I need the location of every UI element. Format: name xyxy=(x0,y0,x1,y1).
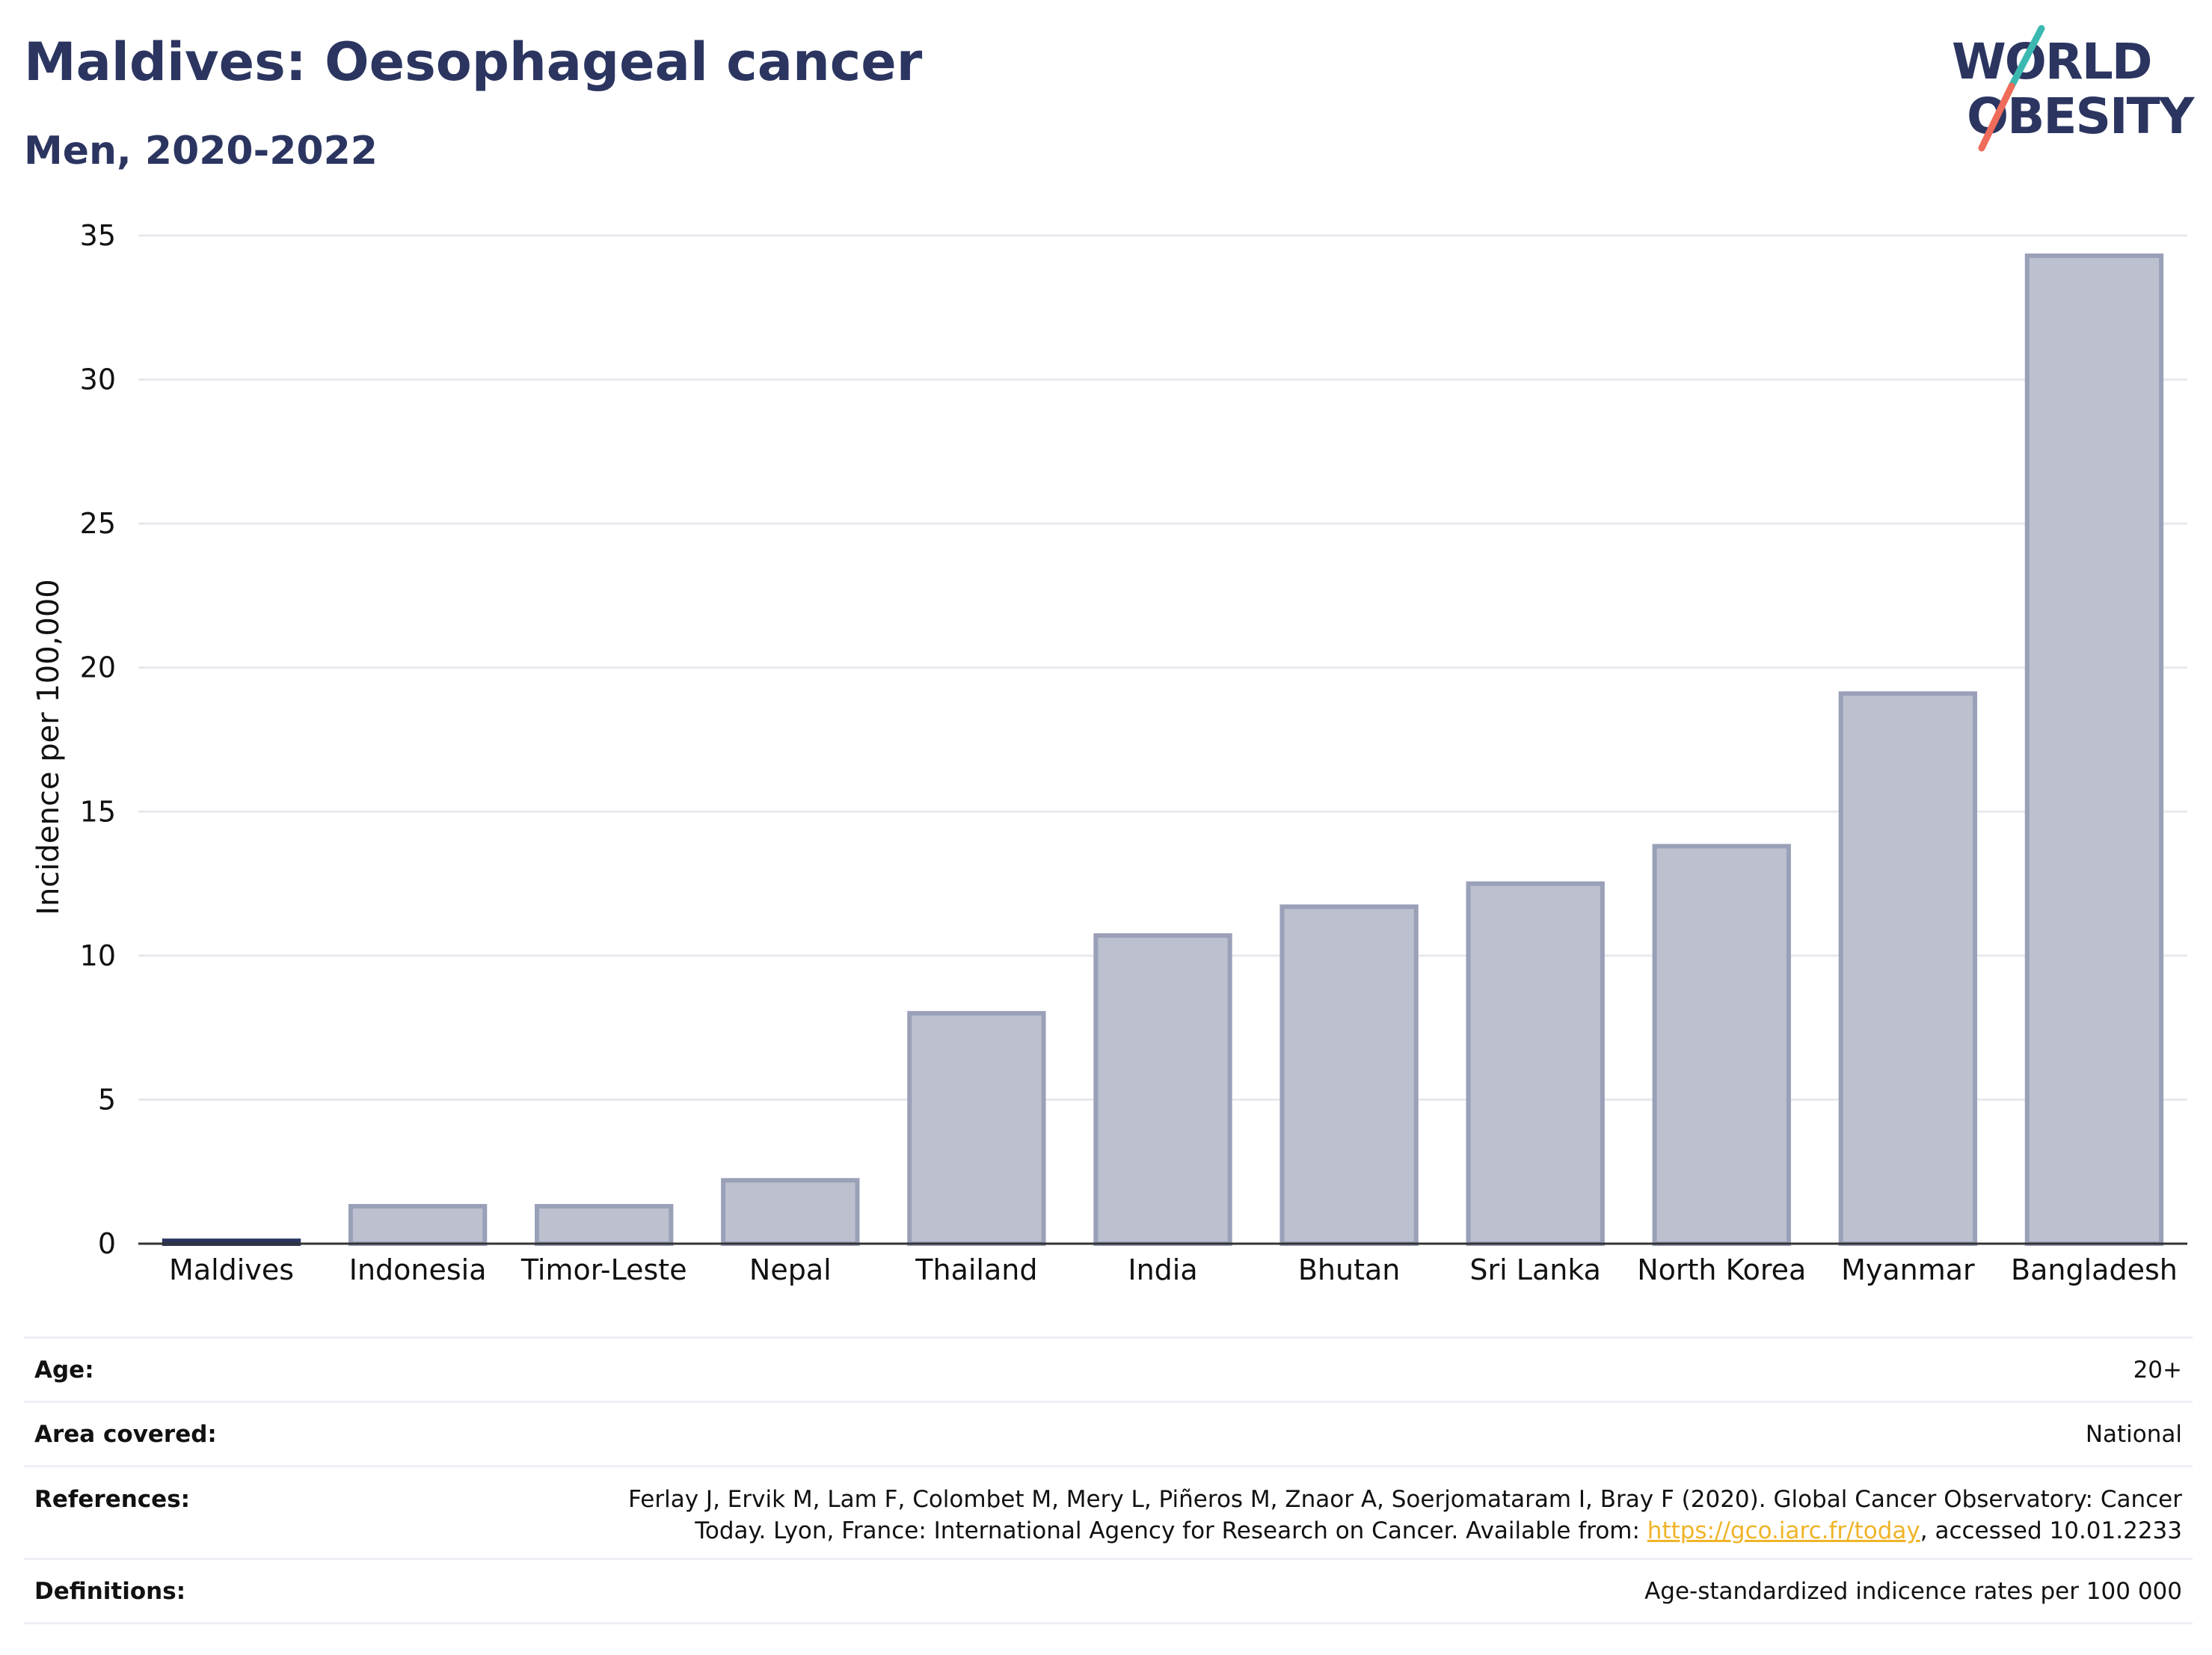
y-tick-label: 15 xyxy=(80,795,116,828)
x-tick-label: Timor-Leste xyxy=(520,1253,687,1286)
bar xyxy=(535,1203,674,1246)
definitions-value: Age-standardized indicence rates per 100… xyxy=(1644,1577,2182,1605)
x-tick-label: Myanmar xyxy=(1841,1253,1975,1286)
y-tick-label: 35 xyxy=(80,219,116,252)
bar xyxy=(1466,881,1605,1246)
x-tick-label: North Korea xyxy=(1637,1253,1806,1286)
bar xyxy=(721,1178,860,1246)
age-value: 20+ xyxy=(2133,1356,2182,1384)
logo-coral-slash xyxy=(1978,82,2015,152)
logo-line2: OBESITY xyxy=(1967,87,2196,145)
info-table: Age: 20+ Area covered: National Referenc… xyxy=(24,1336,2193,1624)
bar xyxy=(1652,844,1791,1246)
definitions-label: Definitions: xyxy=(34,1577,186,1605)
world-obesity-logo: WORLD OBESITY xyxy=(1952,25,2197,152)
y-axis-title: Incidence per 100,000 xyxy=(31,579,66,915)
chart-subtitle: Men, 2020-2022 xyxy=(24,129,378,174)
bar xyxy=(1279,904,1419,1247)
area-value: National xyxy=(2085,1420,2182,1448)
references-value: Ferlay J, Ervik M, Lam F, Colombet M, Me… xyxy=(604,1484,2182,1547)
bar xyxy=(1838,691,1978,1246)
x-tick-label: Maldives xyxy=(169,1253,294,1286)
x-tick-label: Bangladesh xyxy=(2011,1253,2178,1286)
bar xyxy=(2024,253,2164,1247)
x-tick-label: Sri Lanka xyxy=(1469,1253,1601,1286)
x-tick-label: Bhutan xyxy=(1298,1253,1401,1286)
x-tick-label: Thailand xyxy=(915,1253,1037,1286)
age-label: Age: xyxy=(34,1356,94,1384)
x-tick-label: India xyxy=(1128,1253,1197,1286)
info-row-references: References: Ferlay J, Ervik M, Lam F, Co… xyxy=(24,1465,2193,1558)
logo-line1: WORLD xyxy=(1952,33,2151,90)
info-row-age: Age: 20+ xyxy=(24,1336,2193,1401)
area-label: Area covered: xyxy=(34,1420,217,1448)
y-tick-label: 0 xyxy=(98,1227,116,1260)
info-row-definitions: Definitions: Age-standardized indicence … xyxy=(24,1558,2193,1624)
bar-chart: 0 5 10 15 20 25 30 35 Maldives Indonesia Timor-Les… xyxy=(31,219,2187,1286)
x-tick-label: Indonesia xyxy=(349,1253,487,1286)
references-text-after: , accessed 10.01.2233 xyxy=(1920,1517,2182,1544)
bar xyxy=(348,1203,488,1246)
info-row-area: Area covered: National xyxy=(24,1401,2193,1465)
logo-teal-slash xyxy=(2008,25,2045,90)
references-link[interactable]: https://gco.iarc.fr/today xyxy=(1647,1517,1920,1544)
bar xyxy=(1093,933,1232,1246)
y-tick-label: 20 xyxy=(80,651,116,684)
bar xyxy=(907,1010,1046,1247)
references-text-before: Ferlay J, Ervik M, Lam F, Colombet M, Me… xyxy=(628,1486,2182,1544)
y-tick-label: 25 xyxy=(80,507,116,540)
y-tick-label: 10 xyxy=(80,939,116,972)
x-tick-label: Nepal xyxy=(749,1253,832,1286)
y-tick-label: 5 xyxy=(98,1083,116,1116)
y-tick-label: 30 xyxy=(80,363,116,396)
references-label: References: xyxy=(34,1486,191,1513)
chart-title: Maldives: Oesophageal cancer xyxy=(24,31,923,93)
